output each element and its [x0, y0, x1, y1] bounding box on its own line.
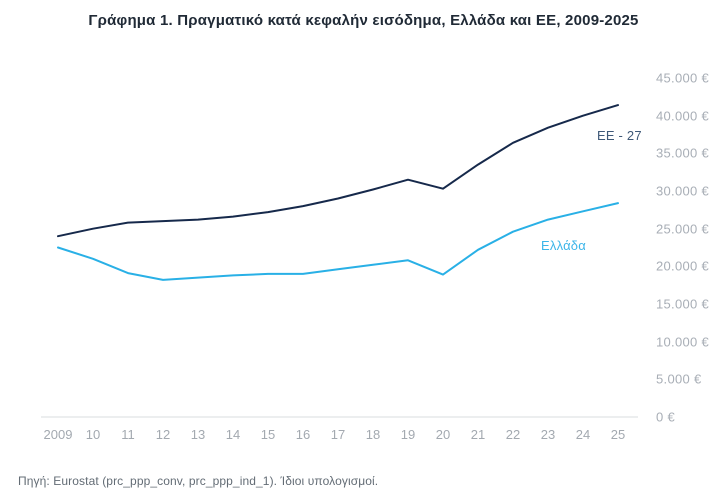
x-tick-label: 18: [365, 427, 381, 442]
x-tick-label: 19: [400, 427, 416, 442]
y-tick-label: 25.000 €: [656, 221, 710, 237]
y-tick-label: 40.000 €: [656, 108, 710, 124]
x-tick-label: 21: [470, 427, 486, 442]
x-tick-label: 25: [610, 427, 626, 442]
x-tick-label: 24: [575, 427, 591, 442]
y-tick-label: 15.000 €: [656, 296, 710, 312]
x-tick-label: 12: [155, 427, 171, 442]
x-tick-label: 20: [435, 427, 451, 442]
eu-line: [57, 104, 619, 238]
y-tick-label: 45.000 €: [656, 70, 710, 86]
x-tick-label: 10: [85, 427, 101, 442]
y-tick-label: 20.000 €: [656, 258, 710, 274]
x-tick-label: 23: [540, 427, 556, 442]
x-tick-label: 15: [260, 427, 276, 442]
x-tick-label: 11: [121, 427, 135, 442]
y-tick-label: 5.000 €: [656, 371, 702, 387]
x-axis-tick-labels: 2009 10 11 12 13 14 15 16 17 18 19 20 21 22 23 24 25: [0, 427, 727, 445]
y-tick-label: 10.000 €: [656, 334, 710, 350]
x-tick-label: 17: [330, 427, 346, 442]
source-note: Πηγή: Eurostat (prc_ppp_conv, prc_ppp_in…: [18, 474, 379, 488]
x-tick-label: 16: [295, 427, 311, 442]
eu-series-label: ΕΕ - 27: [597, 128, 642, 143]
chart-title: Γράφημα 1. Πραγματικό κατά κεφαλήν εισόδ…: [88, 12, 639, 29]
y-tick-label: 35.000 €: [656, 145, 710, 161]
y-tick-label: 30.000 €: [656, 183, 710, 199]
x-tick-label: 13: [190, 427, 206, 442]
y-tick-label: 0 €: [656, 409, 675, 425]
x-tick-label: 14: [225, 427, 241, 442]
x-tick-label: 22: [505, 427, 521, 442]
x-tick-label: 2009: [43, 427, 73, 442]
greece-series-label: Ελλάδα: [541, 238, 586, 253]
greece-line: [57, 202, 619, 281]
y-axis-tick-labels: 0 € 5.000 € 10.000 € 15.000 € 20.000 € 25.000…: [656, 70, 710, 425]
